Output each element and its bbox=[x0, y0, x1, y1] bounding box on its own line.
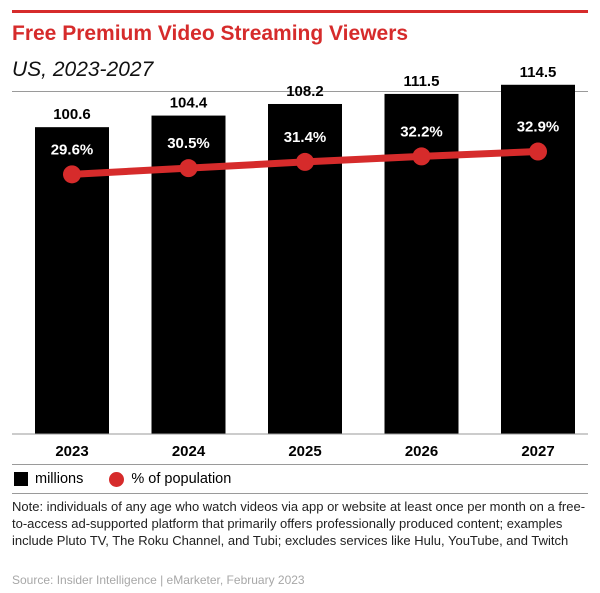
source-text: Source: Insider Intelligence | eMarketer… bbox=[12, 573, 305, 587]
population-label-2027: 32.9% bbox=[517, 119, 560, 136]
legend-line-swatch bbox=[109, 471, 125, 487]
bar-2027 bbox=[501, 84, 575, 435]
x-tick-label-2023: 2023 bbox=[55, 443, 88, 460]
x-tick-label-2027: 2027 bbox=[521, 443, 554, 460]
chart-area: 100.6 2023 104.4 2024 108.2 2025 111.5 2026 114.… bbox=[12, 64, 588, 460]
legend-millions-label: millions bbox=[35, 471, 84, 487]
chart-legend: millions % of population bbox=[14, 471, 231, 487]
bar-value-label-2024: 104.4 bbox=[170, 95, 208, 112]
population-label-2025: 31.4% bbox=[284, 129, 327, 146]
top-separator bbox=[12, 91, 588, 92]
population-point-2024 bbox=[179, 159, 198, 178]
bar-value-label-2026: 111.5 bbox=[404, 73, 440, 90]
x-tick-label-2024: 2024 bbox=[172, 443, 206, 460]
x-tick-label-2026: 2026 bbox=[405, 443, 438, 460]
legend-separator bbox=[12, 464, 588, 465]
population-point-2025 bbox=[296, 152, 314, 171]
chart-subtitle: US, 2023-2027 bbox=[12, 58, 154, 81]
population-point-2027 bbox=[529, 142, 547, 161]
population-point-2026 bbox=[412, 147, 431, 166]
x-tick-label-2025: 2025 bbox=[288, 443, 321, 460]
legend-population-label: % of population bbox=[131, 471, 232, 487]
footer-separator bbox=[12, 493, 588, 494]
accent-rule bbox=[12, 10, 588, 13]
footnote: Note: individuals of any age who watch v… bbox=[12, 499, 586, 548]
population-label-2026: 32.2% bbox=[400, 123, 443, 140]
population-label-2024: 30.5% bbox=[167, 135, 210, 152]
population-label-2023: 29.6% bbox=[51, 141, 94, 158]
bar-value-label-2023: 100.6 bbox=[53, 106, 91, 123]
bar-value-label-2025: 108.2 bbox=[286, 83, 324, 100]
bar-2026 bbox=[384, 93, 459, 435]
chart-title: Free Premium Video Streaming Viewers bbox=[12, 22, 409, 45]
legend-bar-swatch bbox=[14, 472, 28, 486]
bar-value-label-2027: 114.5 bbox=[520, 64, 557, 81]
population-point-2023 bbox=[63, 165, 81, 184]
